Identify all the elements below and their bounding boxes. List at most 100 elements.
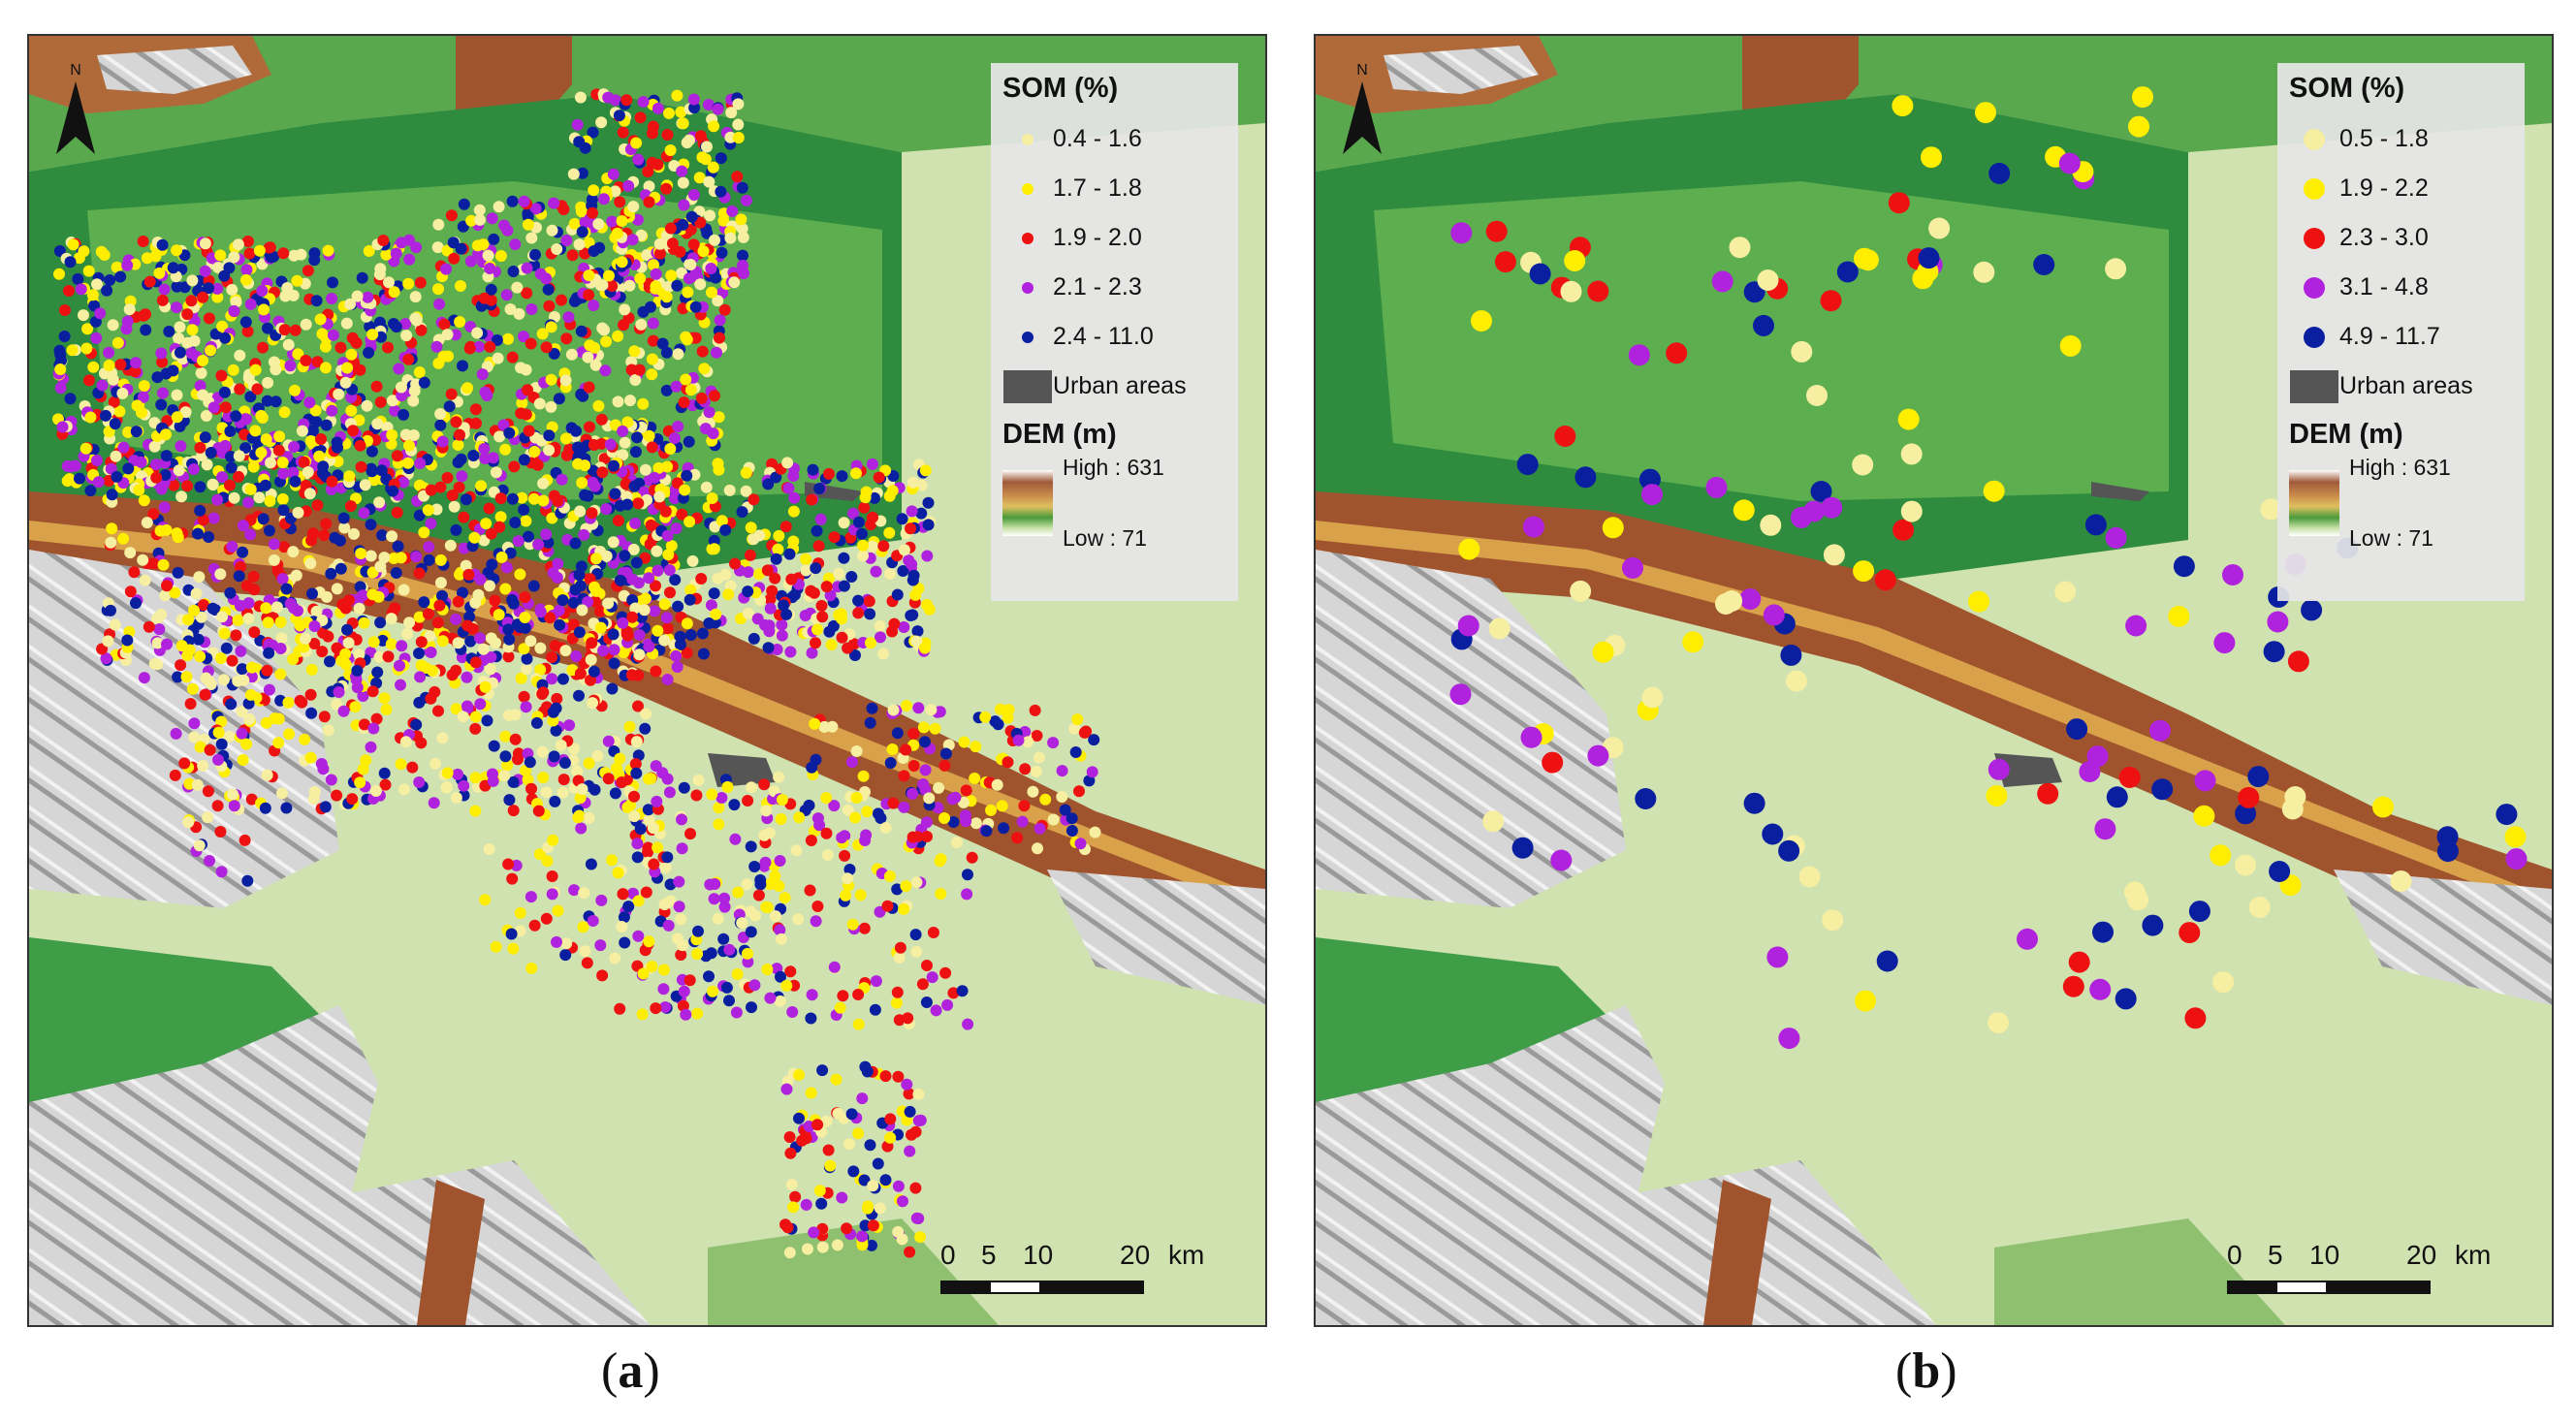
sample-point: [920, 996, 933, 1008]
sample-point: [211, 493, 224, 506]
sample-point: [358, 507, 370, 520]
sample-point: [704, 209, 716, 222]
sample-point: [681, 333, 693, 346]
sample-point: [707, 985, 718, 997]
sample-point: [159, 589, 172, 602]
sample-point: [857, 550, 869, 562]
sample-point: [1529, 263, 1551, 285]
sample-point: [1753, 314, 1774, 336]
sample-point: [521, 663, 532, 676]
sample-point: [173, 464, 185, 477]
sample-point: [785, 1179, 798, 1191]
sample-point: [659, 505, 672, 518]
sample-point: [574, 792, 587, 805]
sample-point: [631, 431, 643, 444]
sample-point: [616, 256, 628, 269]
sample-point: [315, 758, 328, 770]
scale-tick: 0: [2227, 1240, 2242, 1270]
sample-point: [371, 418, 384, 430]
sample-point: [423, 553, 435, 566]
sample-point: [998, 822, 1010, 835]
sample-point: [586, 637, 598, 649]
sample-point: [907, 569, 920, 582]
sample-point: [516, 396, 528, 409]
sample-point: [67, 238, 80, 251]
sample-point: [681, 469, 693, 482]
sample-point: [896, 513, 908, 525]
sample-point: [300, 318, 312, 331]
sample-point: [151, 637, 164, 649]
sample-point: [1033, 751, 1045, 764]
sample-point: [842, 872, 853, 885]
sample-point: [690, 789, 703, 802]
sample-point: [493, 201, 505, 213]
sample-point: [277, 467, 290, 480]
sample-point: [684, 384, 697, 396]
sample-point: [1471, 310, 1492, 332]
sample-point: [1022, 736, 1034, 748]
sample-point: [567, 596, 580, 609]
sample-point: [674, 639, 686, 650]
sample-point: [313, 450, 326, 462]
sample-point: [157, 558, 170, 571]
sample-point: [695, 392, 708, 404]
sample-point: [502, 650, 515, 663]
sample-point: [194, 504, 207, 517]
sample-point: [533, 848, 546, 861]
sample-point: [665, 269, 678, 282]
sample-point: [2269, 861, 2291, 882]
sample-point: [711, 346, 722, 359]
sample-point: [863, 595, 875, 608]
sample-point: [696, 151, 709, 164]
sample-point: [480, 518, 493, 530]
legend-class: 2.4 - 11.0: [1002, 312, 1226, 362]
sample-point: [183, 644, 196, 656]
sample-point: [363, 346, 375, 359]
sample-point: [247, 570, 260, 583]
sample-point: [523, 530, 534, 543]
sample-point: [143, 275, 156, 288]
sample-point: [1988, 758, 2010, 780]
sample-point: [1494, 251, 1516, 273]
sample-point: [763, 619, 776, 632]
sample-point: [1056, 765, 1068, 777]
sample-point: [574, 667, 587, 680]
sample-point: [105, 536, 117, 549]
sample-point: [783, 1247, 796, 1259]
sample-point: [841, 1222, 853, 1235]
sample-point: [622, 901, 635, 913]
sample-point: [594, 939, 607, 952]
sample-point: [114, 359, 127, 371]
sample-point: [532, 538, 545, 551]
sample-point: [109, 618, 121, 631]
sample-point: [1892, 95, 1914, 117]
sample-point: [650, 280, 662, 293]
sample-point: [728, 276, 741, 289]
sample-point: [866, 1239, 877, 1251]
sample-point: [1763, 604, 1785, 626]
sample-point: [342, 637, 355, 649]
sample-point: [257, 341, 269, 354]
sample-point: [65, 460, 78, 473]
sample-point: [541, 855, 554, 868]
sample-point: [617, 888, 629, 901]
sample-point: [114, 270, 127, 283]
sample-point: [311, 356, 324, 368]
sample-point: [175, 440, 187, 453]
sample-point: [470, 417, 482, 429]
sample-point: [562, 311, 575, 324]
sample-point: [461, 671, 473, 683]
sample-point: [627, 201, 640, 213]
sample-point: [904, 1246, 916, 1258]
sample-point: [2084, 514, 2107, 536]
sample-point: [604, 438, 617, 451]
sample-point: [732, 98, 745, 111]
sample-point: [120, 323, 133, 335]
sample-point: [506, 351, 519, 364]
sample-point: [2372, 796, 2394, 818]
sample-point: [772, 543, 784, 555]
sample-point: [2222, 564, 2243, 585]
sample-point: [758, 778, 771, 791]
scale-tick: 5: [2268, 1240, 2283, 1270]
sample-point: [775, 970, 786, 983]
